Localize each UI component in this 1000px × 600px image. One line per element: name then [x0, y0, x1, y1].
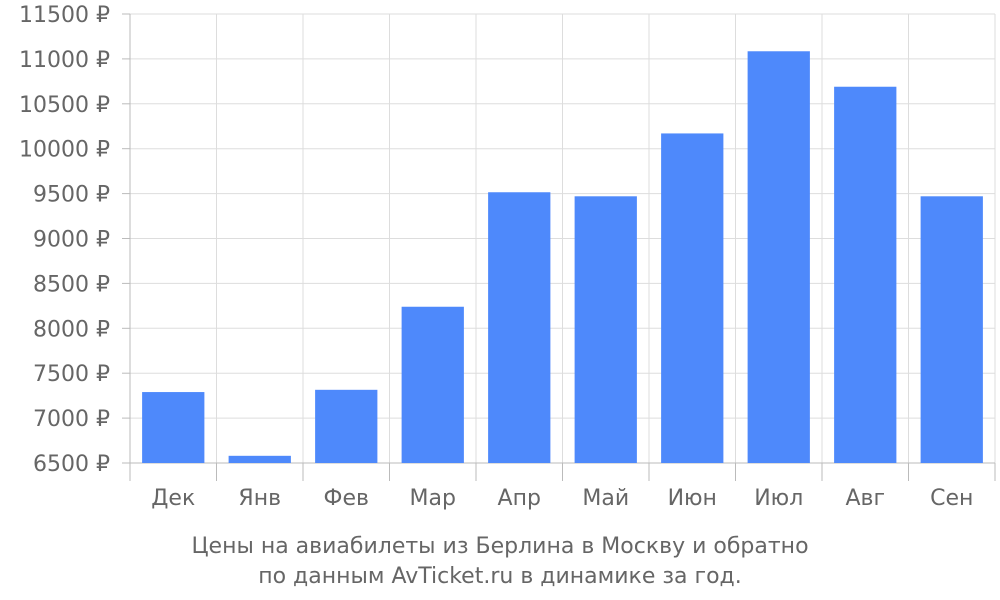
bar-1 — [142, 392, 205, 463]
x-tick-labels: Дек Янв Фев Мар Апр Май Июн Июл Авг Сен — [151, 486, 973, 511]
x-tick-label: Июл — [754, 486, 803, 511]
x-tick-label: Сен — [930, 486, 973, 511]
bar-4 — [401, 306, 464, 463]
bar-6 — [574, 196, 637, 463]
bar-2 — [228, 455, 291, 463]
bars — [142, 51, 983, 464]
x-tick-label: Май — [582, 486, 629, 511]
y-tick-label: 7000 ₽ — [33, 407, 110, 432]
y-tick-label: 9000 ₽ — [33, 228, 110, 253]
y-tick-label: 8000 ₽ — [33, 317, 110, 342]
chart-caption-line-1: Цены на авиабилеты из Берлина в Москву и… — [191, 534, 809, 559]
chart-caption-line-2: по данным AvTicket.ru в динамике за год. — [258, 564, 742, 589]
x-tick-label: Апр — [498, 486, 541, 511]
bar-7 — [661, 133, 724, 463]
bar-5 — [488, 192, 551, 464]
bar-8 — [747, 51, 810, 463]
y-tick-label: 11000 ₽ — [19, 48, 110, 73]
x-tick-label: Фев — [324, 486, 369, 511]
y-tick-label: 8500 ₽ — [33, 272, 110, 297]
y-tick-label: 10000 ₽ — [19, 138, 110, 163]
x-tick-label: Авг — [845, 486, 885, 511]
x-tick-label: Июн — [668, 486, 717, 511]
y-tick-label: 10500 ₽ — [19, 93, 110, 118]
x-tick-label: Мар — [410, 486, 456, 511]
bar-9 — [834, 86, 897, 463]
y-tick-label: 6500 ₽ — [33, 452, 110, 477]
y-tick-label: 9500 ₽ — [33, 183, 110, 208]
bar-3 — [315, 389, 378, 463]
x-tick-label: Дек — [151, 486, 195, 511]
x-tick-label: Янв — [238, 486, 281, 511]
bar-10 — [920, 196, 983, 463]
y-tick-label: 7500 ₽ — [33, 362, 110, 387]
y-tick-label: 11500 ₽ — [19, 3, 110, 28]
y-tick-labels: 6500 ₽ 7000 ₽ 7500 ₽ 8000 ₽ 8500 ₽ 9000 ₽ 9500… — [19, 3, 110, 477]
